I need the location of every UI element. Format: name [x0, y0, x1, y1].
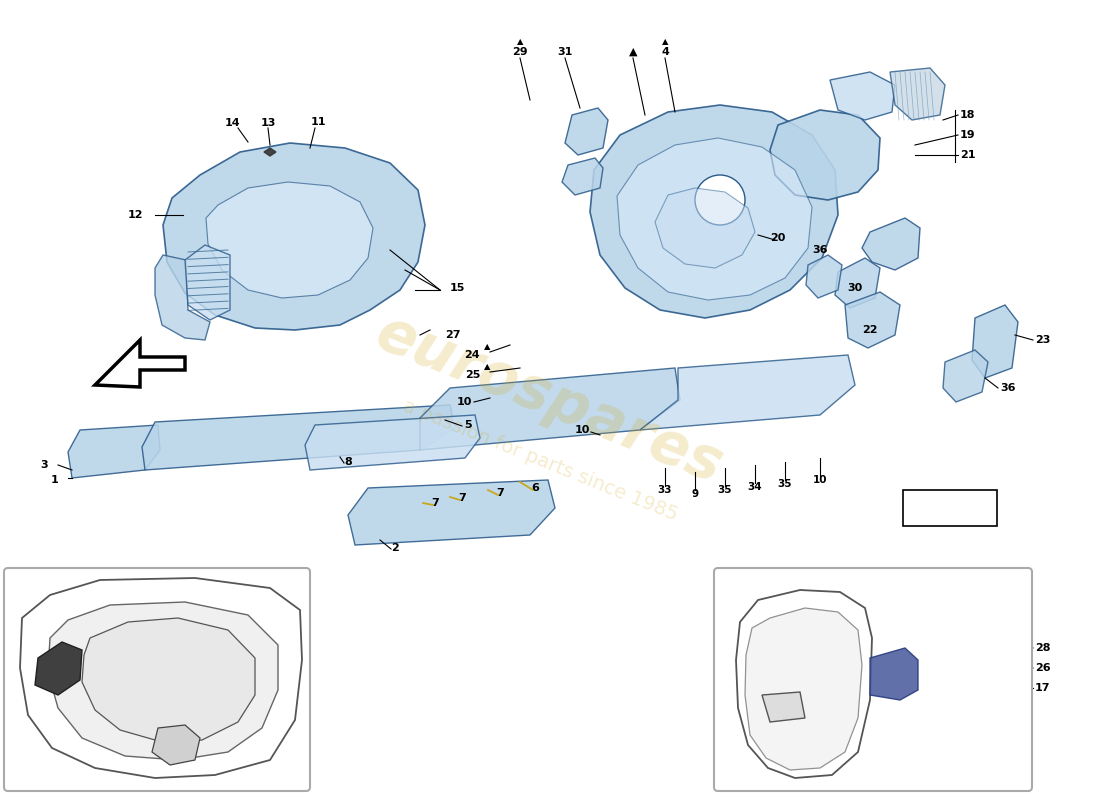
- Text: 14: 14: [226, 118, 241, 128]
- Polygon shape: [870, 648, 918, 700]
- Text: ▲: ▲: [484, 342, 491, 351]
- Circle shape: [695, 175, 745, 225]
- Polygon shape: [142, 405, 455, 470]
- Polygon shape: [565, 108, 608, 155]
- Text: 35: 35: [778, 479, 792, 489]
- Polygon shape: [420, 368, 680, 450]
- Polygon shape: [617, 138, 812, 300]
- Text: 7: 7: [458, 493, 466, 503]
- Text: ▲ = 16: ▲ = 16: [925, 502, 975, 514]
- Text: 36: 36: [812, 245, 827, 255]
- Text: 27: 27: [446, 330, 461, 340]
- Polygon shape: [943, 350, 988, 402]
- Text: 31: 31: [558, 47, 573, 57]
- Text: 3: 3: [41, 460, 48, 470]
- Text: ▲: ▲: [484, 362, 491, 371]
- Polygon shape: [590, 105, 838, 318]
- Polygon shape: [830, 72, 895, 120]
- Text: 20: 20: [770, 233, 785, 243]
- Text: 33: 33: [658, 485, 672, 495]
- Polygon shape: [82, 618, 255, 742]
- Text: ▲: ▲: [662, 38, 669, 46]
- Polygon shape: [845, 292, 900, 348]
- Polygon shape: [770, 110, 880, 200]
- Polygon shape: [305, 415, 480, 470]
- FancyBboxPatch shape: [903, 490, 997, 526]
- Text: 6: 6: [531, 483, 539, 493]
- Text: a passion for parts since 1985: a passion for parts since 1985: [399, 396, 680, 524]
- Text: 32: 32: [18, 630, 33, 640]
- Text: 11: 11: [310, 117, 326, 127]
- Polygon shape: [562, 158, 603, 195]
- Text: 36: 36: [1000, 383, 1015, 393]
- Polygon shape: [348, 480, 556, 545]
- Text: 7: 7: [496, 488, 504, 498]
- Text: 35: 35: [717, 485, 733, 495]
- Text: 34: 34: [748, 482, 762, 492]
- Text: 10: 10: [574, 425, 590, 435]
- Text: ▲: ▲: [18, 641, 24, 650]
- Polygon shape: [206, 182, 373, 298]
- Polygon shape: [68, 425, 160, 478]
- Text: 26: 26: [1035, 663, 1050, 673]
- Polygon shape: [152, 725, 200, 765]
- FancyBboxPatch shape: [4, 568, 310, 791]
- Polygon shape: [972, 305, 1018, 378]
- Text: 17: 17: [1035, 683, 1050, 693]
- Text: 22: 22: [862, 325, 878, 335]
- Text: 19: 19: [960, 130, 976, 140]
- Text: 2: 2: [392, 543, 399, 553]
- Text: 12: 12: [128, 210, 143, 220]
- Text: 13: 13: [261, 118, 276, 128]
- Text: 8: 8: [344, 457, 352, 467]
- Text: 7: 7: [431, 498, 439, 508]
- Text: 15: 15: [450, 283, 465, 293]
- Text: 21: 21: [960, 150, 976, 160]
- Polygon shape: [736, 590, 872, 778]
- Polygon shape: [762, 692, 805, 722]
- Polygon shape: [155, 255, 210, 340]
- Polygon shape: [640, 355, 855, 430]
- Text: 4: 4: [661, 47, 669, 57]
- Polygon shape: [20, 578, 302, 778]
- Polygon shape: [862, 218, 920, 270]
- Polygon shape: [806, 255, 842, 298]
- Polygon shape: [163, 143, 425, 330]
- Text: 5: 5: [464, 420, 472, 430]
- Text: 28: 28: [1035, 643, 1050, 653]
- Text: ▲: ▲: [629, 47, 637, 57]
- Polygon shape: [745, 608, 862, 770]
- Text: 9: 9: [692, 489, 698, 499]
- FancyBboxPatch shape: [714, 568, 1032, 791]
- Polygon shape: [835, 258, 880, 308]
- Polygon shape: [48, 602, 278, 760]
- Text: 24: 24: [464, 350, 480, 360]
- Polygon shape: [654, 188, 755, 268]
- Polygon shape: [890, 68, 945, 120]
- Text: 10: 10: [456, 397, 472, 407]
- Text: 10: 10: [813, 475, 827, 485]
- Text: 1: 1: [51, 475, 58, 485]
- Text: 18: 18: [960, 110, 976, 120]
- Text: 25: 25: [464, 370, 480, 380]
- Text: 23: 23: [1035, 335, 1050, 345]
- Text: 29: 29: [513, 47, 528, 57]
- Text: 30: 30: [847, 283, 862, 293]
- Polygon shape: [264, 148, 276, 156]
- Polygon shape: [185, 245, 230, 320]
- Text: eurospares: eurospares: [368, 305, 732, 495]
- Text: ▲: ▲: [517, 38, 524, 46]
- Polygon shape: [95, 340, 185, 387]
- Polygon shape: [35, 642, 82, 695]
